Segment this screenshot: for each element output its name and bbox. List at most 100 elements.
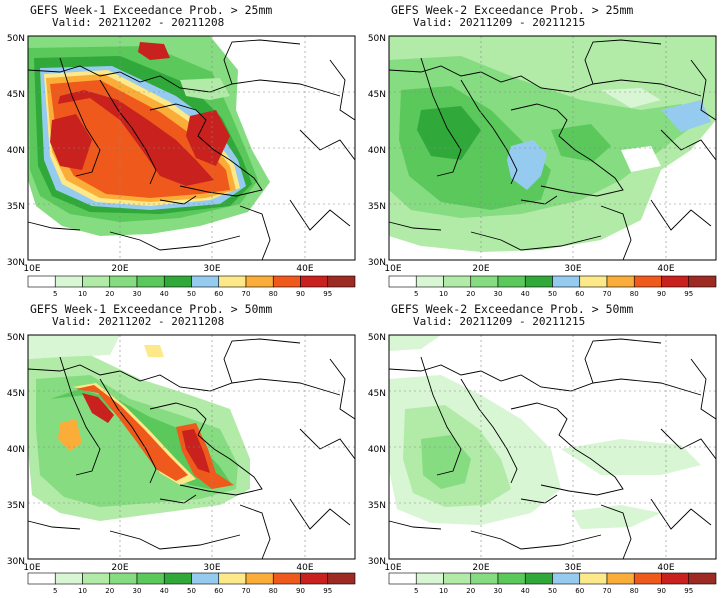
colorbar-label: 80 <box>269 587 278 595</box>
colorbar-label: 10 <box>439 587 448 595</box>
map-boundaries <box>27 39 356 261</box>
colorbar-label: 40 <box>521 290 530 298</box>
colorbar-swatch <box>415 572 444 585</box>
colorbar-swatch <box>163 572 192 585</box>
colorbar-label: 40 <box>160 587 169 595</box>
lon-axis-labels: 10E 20E 30E 40E <box>384 264 674 274</box>
map-figure: 50N 45N 40N 35N 30N 10E 20E 30E 40E 5 10 20 30 40 50… <box>7 34 356 298</box>
colorbar-swatch <box>163 275 192 288</box>
colorbar-label: 5 <box>414 587 418 595</box>
colorbar-label: 80 <box>630 290 639 298</box>
colorbar-swatch <box>300 572 329 585</box>
colorbar-label: 95 <box>323 290 332 298</box>
colorbar-swatch <box>109 275 138 288</box>
lon-label: 10E <box>23 264 40 274</box>
lon-label: 30E <box>203 563 220 573</box>
colorbar-label: 90 <box>296 290 305 298</box>
map-boundaries <box>388 39 717 261</box>
map-panel-week2-25mm: GEFS Week-2 Exceedance Prob. > 25mm Vali… <box>361 0 722 299</box>
colorbar-label: 90 <box>657 290 666 298</box>
precip-shading-layer <box>389 36 716 252</box>
colorbar-label: 95 <box>684 587 693 595</box>
lon-label: 20E <box>111 264 128 274</box>
lat-label: 35N <box>7 202 25 212</box>
lat-label: 35N <box>7 501 25 511</box>
colorbar-label: 5 <box>53 587 57 595</box>
colorbar-swatch <box>245 572 274 585</box>
colorbar-swatch <box>82 275 111 288</box>
map-figure: 50N 45N 40N 35N 30N 10E 20E 30E 40E 5 10 20 30 40 50… <box>368 333 717 595</box>
lat-label: 40N <box>7 445 25 455</box>
colorbar-label: 10 <box>439 290 448 298</box>
lat-lon-grid <box>28 36 355 260</box>
colorbar-label: 60 <box>575 290 584 298</box>
map-panel-week1-25mm: GEFS Week-1 Exceedance Prob. > 25mm Vali… <box>0 0 361 299</box>
colorbar-swatch <box>300 275 329 288</box>
lon-axis-labels: 10E 20E 30E 40E <box>23 264 313 274</box>
lat-label: 35N <box>368 501 386 511</box>
panel-title: GEFS Week-1 Exceedance Prob. > 50mm <box>30 302 273 316</box>
colorbar-swatch <box>579 572 608 585</box>
colorbar-label: 20 <box>105 290 114 298</box>
panel-title: GEFS Week-1 Exceedance Prob. > 25mm <box>30 3 273 17</box>
colorbar: 5 10 20 30 40 50 60 70 80 90 95 <box>388 572 717 595</box>
panel-valid-dates: Valid: 20211202 - 20211208 <box>52 315 225 328</box>
colorbar-label: 50 <box>187 290 196 298</box>
colorbar-swatch <box>688 572 717 585</box>
colorbar-swatch <box>191 275 220 288</box>
colorbar-swatch <box>82 572 111 585</box>
colorbar-label: 80 <box>269 290 278 298</box>
colorbar-label: 10 <box>78 290 87 298</box>
colorbar-label: 40 <box>521 587 530 595</box>
lat-label: 30N <box>368 557 386 567</box>
colorbar-label: 50 <box>548 290 557 298</box>
colorbar-swatch <box>497 572 526 585</box>
colorbar-swatch <box>54 572 83 585</box>
colorbar-swatch <box>579 275 608 288</box>
colorbar-label: 95 <box>684 290 693 298</box>
lat-label: 50N <box>7 333 25 343</box>
lat-label: 45N <box>7 389 25 399</box>
colorbar-label: 70 <box>242 290 251 298</box>
colorbar-label: 20 <box>105 587 114 595</box>
colorbar-swatch <box>109 572 138 585</box>
colorbar-label: 20 <box>466 587 475 595</box>
lon-label: 20E <box>472 563 489 573</box>
colorbar-label: 70 <box>242 587 251 595</box>
colorbar-swatch <box>136 572 165 585</box>
colorbar-label: 5 <box>53 290 57 298</box>
lon-label: 40E <box>657 563 674 573</box>
colorbar-swatch <box>443 572 472 585</box>
colorbar-swatch <box>388 275 417 288</box>
lat-label: 40N <box>368 146 386 156</box>
lat-label: 50N <box>368 333 386 343</box>
map-boundaries <box>27 338 356 560</box>
colorbar-swatch <box>661 275 690 288</box>
colorbar: 5 10 20 30 40 50 60 70 80 90 95 <box>388 275 717 298</box>
colorbar-swatch <box>497 275 526 288</box>
lat-axis-labels: 50N 45N 40N 35N 30N <box>7 333 25 567</box>
lon-label: 30E <box>564 264 581 274</box>
panel-title: GEFS Week-2 Exceedance Prob. > 25mm <box>391 3 634 17</box>
colorbar-label: 5 <box>414 290 418 298</box>
colorbar-label: 10 <box>78 587 87 595</box>
lat-label: 50N <box>7 34 25 44</box>
lon-label: 40E <box>296 563 313 573</box>
lat-label: 35N <box>368 202 386 212</box>
lat-label: 30N <box>7 557 25 567</box>
lat-axis-labels: 50N 45N 40N 35N 30N <box>368 333 386 567</box>
colorbar-swatch <box>552 572 581 585</box>
colorbar: 5 10 20 30 40 50 60 70 80 90 95 <box>27 572 356 595</box>
colorbar-swatch <box>661 572 690 585</box>
lon-label: 40E <box>296 264 313 274</box>
lon-label: 10E <box>384 264 401 274</box>
precip-shading-layer <box>28 36 270 236</box>
lon-label: 30E <box>564 563 581 573</box>
colorbar-swatch <box>245 275 274 288</box>
colorbar-label: 90 <box>296 587 305 595</box>
lon-axis-labels: 10E 20E 30E 40E <box>23 563 313 573</box>
lat-axis-labels: 50N 45N 40N 35N 30N <box>368 34 386 268</box>
colorbar-swatch <box>606 275 635 288</box>
colorbar-label: 30 <box>133 290 142 298</box>
colorbar-label: 70 <box>603 290 612 298</box>
